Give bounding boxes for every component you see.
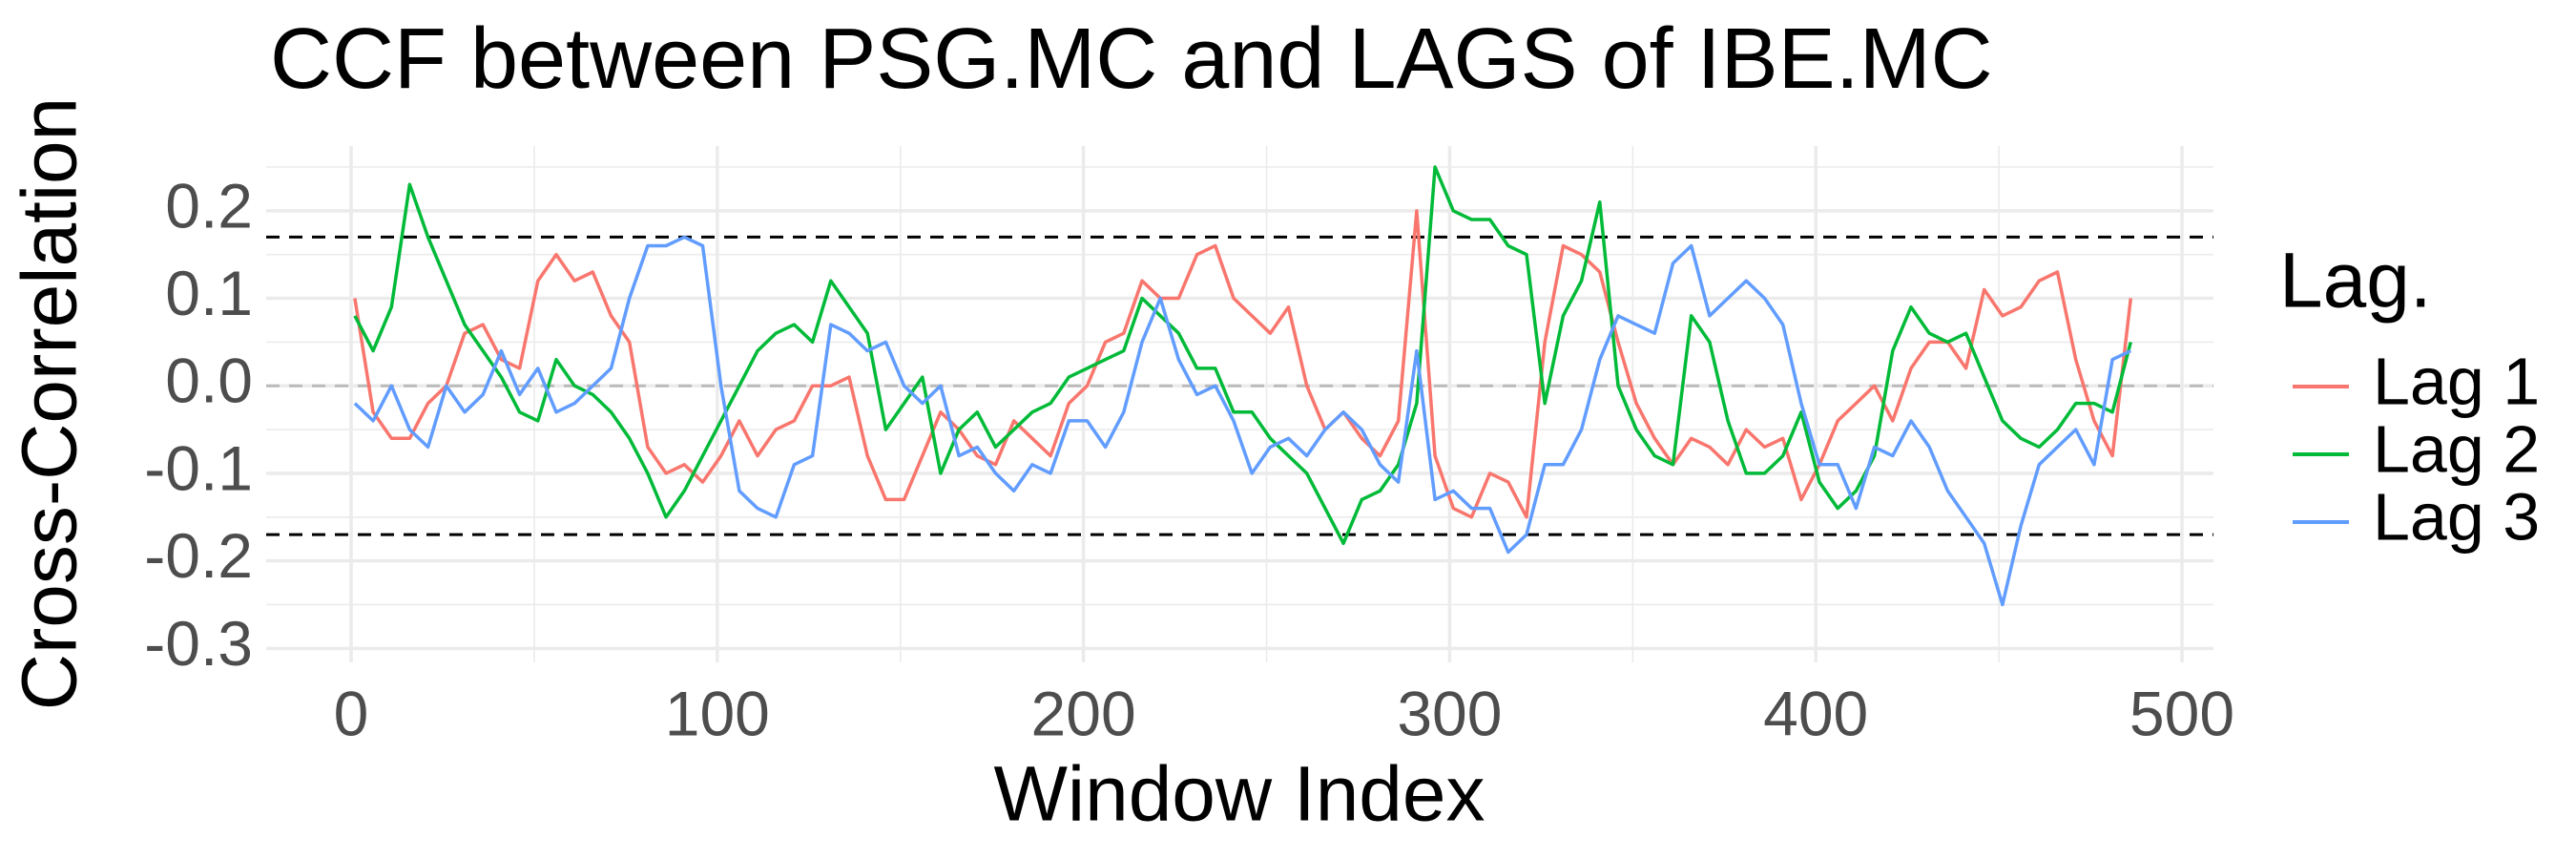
- y-axis-title: Cross-Correlation: [7, 97, 93, 711]
- x-tick-label: 100: [665, 678, 770, 748]
- y-tick-label: 0.2: [165, 170, 253, 241]
- y-tick-label: 0.0: [165, 346, 253, 416]
- legend-label: Lag 2: [2373, 411, 2540, 486]
- x-tick-label: 400: [1763, 678, 1868, 748]
- x-tick-label: 0: [334, 678, 369, 748]
- series-line: [353, 209, 2133, 519]
- y-tick-label: -0.2: [144, 520, 253, 591]
- x-tick-label: 300: [1397, 678, 1502, 748]
- y-tick-label: -0.3: [144, 608, 253, 679]
- legend-label: Lag 1: [2373, 344, 2540, 418]
- x-tick-label: 500: [2129, 678, 2234, 748]
- legend-label: Lag 3: [2373, 479, 2540, 554]
- legend-title: Lag.: [2279, 238, 2432, 325]
- series-line: [353, 165, 2132, 546]
- chart-title: CCF between PSG.MC and LAGS of IBE.MC: [270, 11, 1993, 107]
- x-tick-label: 200: [1031, 678, 1136, 748]
- y-tick-label: 0.1: [165, 258, 253, 328]
- y-tick-label: -0.1: [144, 432, 253, 503]
- series-line: [353, 235, 2132, 607]
- x-axis-title: Window Index: [993, 751, 1485, 838]
